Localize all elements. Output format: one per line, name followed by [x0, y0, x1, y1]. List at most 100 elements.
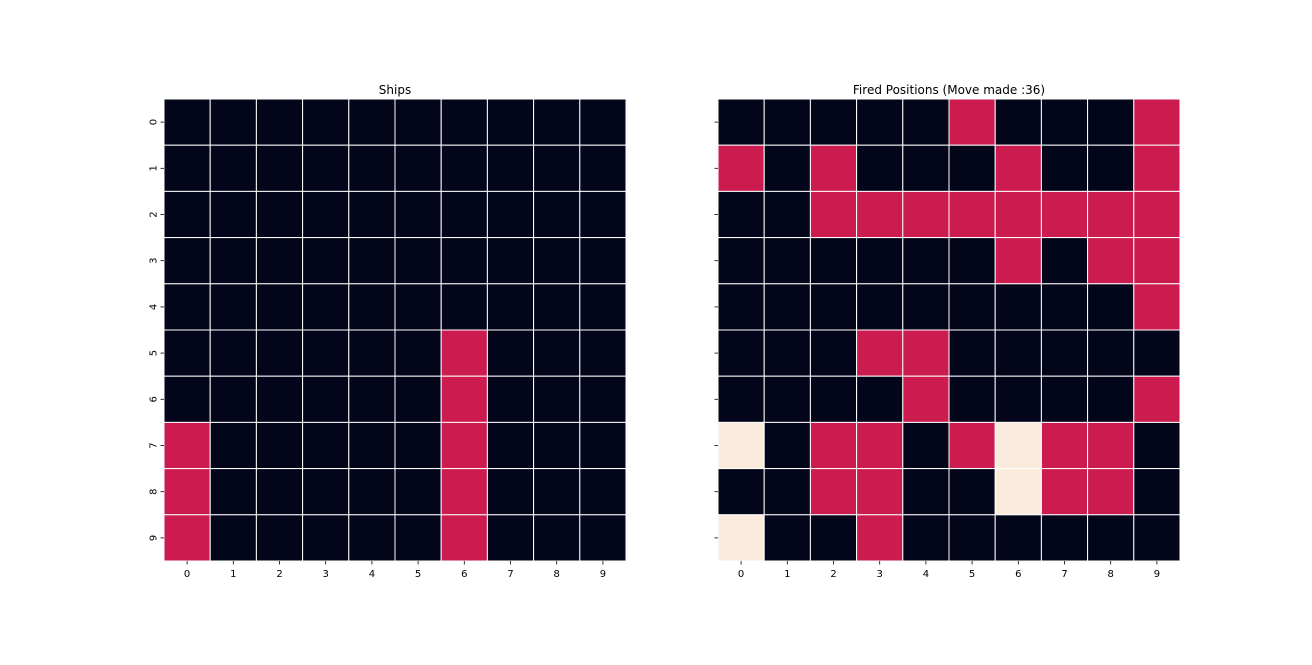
ships-cell-r3-c5: [394, 237, 442, 285]
ships-x-tick-label-5: 5: [415, 569, 421, 580]
ships-cell-r1-c9: [579, 144, 627, 192]
ships-cell-r3-c8: [533, 237, 581, 285]
fired-cell-r1-c9: [1133, 144, 1181, 192]
fired-x-tick-label-2: 2: [830, 569, 836, 580]
ships-cell-r0-c6: [440, 98, 488, 146]
ships-y-tick-label-9: 9: [149, 535, 160, 541]
fired-cell-r1-c5: [948, 144, 996, 192]
ships-cell-r0-c2: [255, 98, 304, 146]
fired-cell-r2-c5: [948, 190, 996, 239]
fired-cell-r3-c5: [948, 237, 996, 285]
fired-cell-r6-c3: [856, 375, 904, 423]
ships-cell-r2-c8: [533, 190, 581, 239]
fired-x-tick-label-6: 6: [1015, 569, 1021, 580]
ships-cell-r3-c7: [486, 237, 535, 285]
fired-cell-r8-c5: [948, 468, 996, 516]
fired-cell-r1-c2: [809, 144, 858, 192]
fired-cell-r6-c7: [1040, 375, 1089, 423]
fired-cell-r9-c5: [948, 514, 996, 562]
fired-cell-r4-c1: [763, 283, 811, 331]
ships-cell-r4-c1: [209, 283, 257, 331]
fired-cell-r9-c8: [1087, 514, 1135, 562]
ships-cell-r6-c8: [533, 375, 581, 423]
ships-cell-r1-c1: [209, 144, 257, 192]
ships-cell-r4-c9: [579, 283, 627, 331]
ships-cell-r5-c1: [209, 329, 257, 377]
fired-cell-r4-c8: [1087, 283, 1135, 331]
fired-positions-title: Fired Positions (Move made :36): [853, 83, 1045, 97]
ships-cell-r1-c2: [255, 144, 304, 192]
fired-cell-r7-c3: [856, 421, 904, 470]
ships-heatmap: Ships 0 1 2 3 4 5 6 7 8 9 0 1 2 3 4 5 6 7 8 9: [149, 83, 627, 580]
fired-cell-r5-c4: [902, 329, 950, 377]
ships-x-tick-label-2: 2: [276, 569, 282, 580]
ships-cell-r7-c9: [579, 421, 627, 470]
ships-cell-r2-c3: [302, 190, 350, 239]
ships-cell-r1-c8: [533, 144, 581, 192]
fired-cell-r7-c5: [948, 421, 996, 470]
fired-cell-r4-c4: [902, 283, 950, 331]
fired-cell-r5-c3: [856, 329, 904, 377]
fired-cell-r9-c0: [717, 514, 765, 562]
fired-cell-r3-c4: [902, 237, 950, 285]
ships-cell-r2-c1: [209, 190, 257, 239]
fired-cell-r7-c2: [809, 421, 858, 470]
fired-cell-r0-c4: [902, 98, 950, 146]
fired-cell-r8-c0: [717, 468, 765, 516]
ships-cell-r2-c0: [163, 190, 211, 239]
fired-cell-r0-c3: [856, 98, 904, 146]
ships-cell-r4-c7: [486, 283, 535, 331]
ships-x-tick-label-3: 3: [323, 569, 329, 580]
fired-cell-r8-c3: [856, 468, 904, 516]
fired-cell-r0-c9: [1133, 98, 1181, 146]
fired-cell-r2-c4: [902, 190, 950, 239]
ships-cell-r7-c1: [209, 421, 257, 470]
ships-x-tick-label-6: 6: [461, 569, 467, 580]
ships-cells: [163, 98, 627, 562]
fired-cell-r6-c1: [763, 375, 811, 423]
ships-cell-r6-c3: [302, 375, 350, 423]
ships-cell-r5-c0: [163, 329, 211, 377]
ships-cell-r9-c9: [579, 514, 627, 562]
ships-x-tick-label-0: 0: [184, 569, 190, 580]
ships-cell-r5-c9: [579, 329, 627, 377]
ships-y-axis: 0 1 2 3 4 5 6 7 8 9: [149, 119, 164, 541]
ships-cell-r2-c9: [579, 190, 627, 239]
ships-y-tick-label-3: 3: [149, 258, 160, 264]
fired-cell-r8-c2: [809, 468, 858, 516]
ships-cell-r2-c7: [486, 190, 535, 239]
ships-cell-r6-c5: [394, 375, 442, 423]
ships-cell-r9-c1: [209, 514, 257, 562]
ships-cell-r4-c0: [163, 283, 211, 331]
ships-cell-r9-c6: [440, 514, 488, 562]
ships-cell-r9-c7: [486, 514, 535, 562]
ships-x-tick-label-4: 4: [369, 569, 375, 580]
ships-cell-r2-c5: [394, 190, 442, 239]
fired-x-tick-label-3: 3: [877, 569, 883, 580]
fired-cell-r8-c9: [1133, 468, 1181, 516]
fired-positions-cells: [717, 98, 1181, 562]
fired-cell-r9-c7: [1040, 514, 1089, 562]
fired-x-tick-label-4: 4: [923, 569, 929, 580]
fired-x-tick-label-7: 7: [1061, 569, 1067, 580]
ships-cell-r8-c7: [486, 468, 535, 516]
fired-cell-r1-c1: [763, 144, 811, 192]
ships-cell-r1-c7: [486, 144, 535, 192]
fired-cell-r5-c9: [1133, 329, 1181, 377]
fired-cell-r5-c8: [1087, 329, 1135, 377]
fired-cell-r9-c9: [1133, 514, 1181, 562]
ships-cell-r9-c4: [348, 514, 396, 562]
ships-cell-r0-c1: [209, 98, 257, 146]
fired-cell-r4-c2: [809, 283, 858, 331]
ships-cell-r7-c2: [255, 421, 304, 470]
fired-cell-r0-c8: [1087, 98, 1135, 146]
ships-cell-r7-c4: [348, 421, 396, 470]
ships-cell-r3-c3: [302, 237, 350, 285]
ships-cell-r6-c2: [255, 375, 304, 423]
ships-cell-r1-c3: [302, 144, 350, 192]
ships-cell-r6-c4: [348, 375, 396, 423]
fired-cell-r3-c9: [1133, 237, 1181, 285]
fired-cell-r5-c2: [809, 329, 858, 377]
fired-cell-r3-c7: [1040, 237, 1089, 285]
